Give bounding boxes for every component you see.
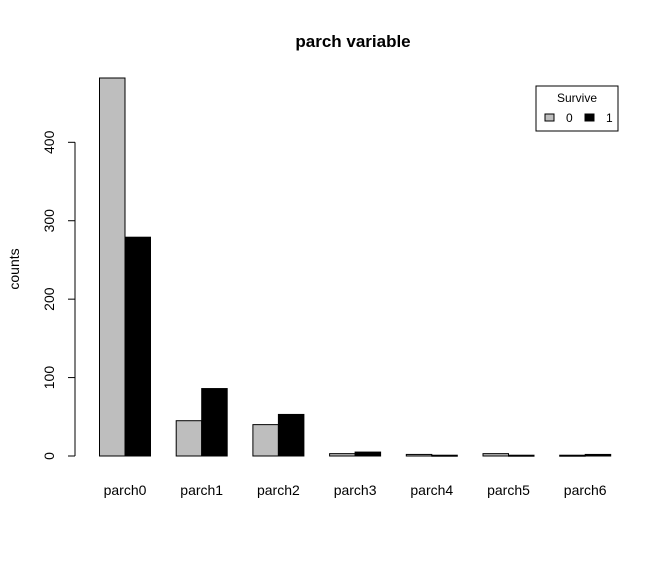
legend-label-0: 0 [566,111,573,125]
x-tick-label: parch5 [487,482,530,498]
y-tick-label: 100 [41,366,57,390]
y-axis: 0 100 200 300 400 [41,130,76,460]
bar-parch5-series-1 [508,454,535,457]
x-tick-label: parch0 [104,482,147,498]
y-tick-label: 300 [41,209,57,233]
legend-label-1: 1 [606,111,613,125]
y-tick-label: 400 [41,130,57,154]
x-tick-label: parch1 [180,482,223,498]
bar-parch2-series-1 [277,413,305,457]
x-tick-label: parch6 [564,482,607,498]
legend-swatch-1 [584,113,595,122]
bar-parch4-series-0 [405,453,433,457]
legend-swatch-0 [544,113,555,122]
bars [99,77,612,457]
bar-parch1-series-1 [201,388,228,457]
x-tick-label: parch3 [334,482,377,498]
x-tick-label: parch2 [257,482,300,498]
bar-parch3-series-0 [329,453,356,457]
legend-box [535,85,619,132]
y-axis-label: counts [6,248,22,289]
y-tick-label: 200 [41,287,57,311]
bar-parch3-series-1 [354,451,382,457]
legend-title: Survive [557,91,597,105]
bar-parch0-series-1 [124,236,151,457]
bar-parch2-series-0 [252,424,279,457]
bar-parch4-series-1 [431,454,458,457]
x-tick-labels: parch0 parch1 parch2 parch3 parch4 parch5 parc… [104,482,607,498]
chart-title: parch variable [295,32,410,51]
y-tick-label: 0 [41,452,57,460]
bar-parch0-series-0 [99,77,126,457]
bar-parch1-series-0 [175,420,203,457]
bar-parch6-series-1 [584,453,612,457]
bar-parch6-series-0 [559,454,586,457]
x-tick-label: parch4 [410,482,453,498]
bar-parch5-series-0 [482,453,509,457]
